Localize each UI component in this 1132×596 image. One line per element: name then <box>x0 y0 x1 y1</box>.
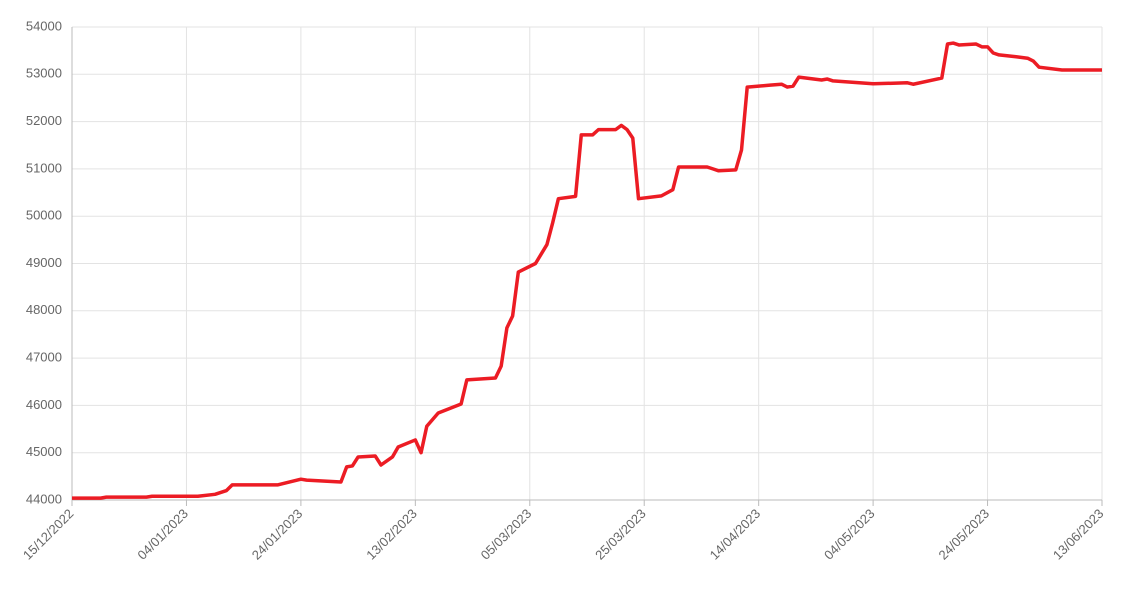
y-tick-label: 53000 <box>26 66 62 81</box>
x-tick-label: 24/01/2023 <box>249 506 306 563</box>
y-tick-label: 51000 <box>26 160 62 175</box>
y-tick-label: 47000 <box>26 350 62 365</box>
x-tick-label: 25/03/2023 <box>592 506 649 563</box>
y-tick-label: 49000 <box>26 255 62 270</box>
y-tick-label: 46000 <box>26 397 62 412</box>
x-tick-label: 05/03/2023 <box>478 506 535 563</box>
y-tick-label: 52000 <box>26 113 62 128</box>
line-series <box>72 41 1102 500</box>
x-tick-label: 15/12/2022 <box>20 506 77 563</box>
x-tick-label: 04/01/2023 <box>134 506 191 563</box>
y-tick-label: 44000 <box>26 491 62 506</box>
y-tick-label: 48000 <box>26 302 62 317</box>
y-tick-label: 50000 <box>26 208 62 223</box>
y-tick-label: 45000 <box>26 444 62 459</box>
y-tick-label: 54000 <box>26 18 62 33</box>
x-tick-label: 13/02/2023 <box>363 506 420 563</box>
x-tick-label: 13/06/2023 <box>1050 506 1107 563</box>
x-tick-label: 04/05/2023 <box>821 506 878 563</box>
x-tick-label: 24/05/2023 <box>935 506 992 563</box>
x-tick-label: 14/04/2023 <box>707 506 764 563</box>
